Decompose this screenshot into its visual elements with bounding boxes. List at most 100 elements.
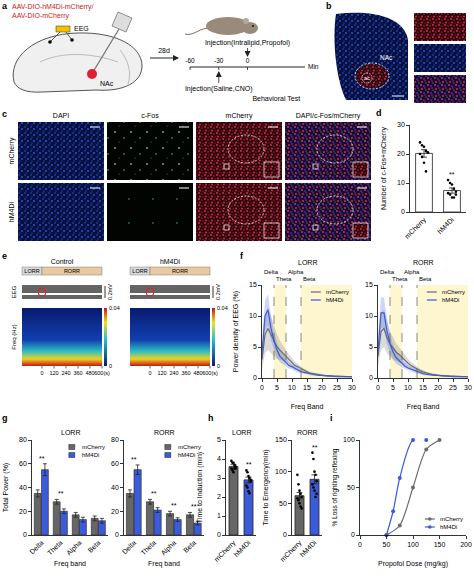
svg-text:Total Power (%): Total Power (%) — [2, 463, 10, 512]
svg-text:0.2mV: 0.2mV — [107, 284, 113, 300]
svg-text:15: 15 — [303, 384, 311, 391]
svg-text:240: 240 — [169, 370, 178, 376]
svg-text:hM4Di: hM4Di — [232, 539, 252, 559]
svg-text:Power density of EEG (%): Power density of EEG (%) — [232, 291, 240, 372]
svg-text:LORR: LORR — [132, 268, 147, 274]
svg-text:mCherry: mCherry — [213, 539, 238, 564]
svg-text:0.04: 0.04 — [109, 305, 120, 311]
svg-text:0: 0 — [401, 208, 405, 215]
svg-text:c: c — [2, 109, 7, 119]
svg-text:0: 0 — [217, 531, 221, 538]
svg-text:80: 80 — [111, 436, 119, 443]
svg-text:h: h — [208, 413, 214, 423]
svg-text:0: 0 — [283, 531, 287, 538]
svg-text:Theta: Theta — [392, 276, 408, 282]
svg-text:0: 0 — [23, 531, 27, 538]
svg-text:360: 360 — [73, 370, 82, 376]
svg-text:e: e — [2, 251, 7, 261]
svg-text:**: ** — [312, 444, 318, 451]
svg-text:0: 0 — [109, 363, 112, 369]
svg-text:0: 0 — [246, 57, 250, 64]
svg-text:**: ** — [246, 461, 252, 468]
svg-text:100: 100 — [275, 468, 287, 475]
svg-text:LORR: LORR — [61, 429, 80, 436]
svg-text:c-Fos: c-Fos — [141, 112, 159, 119]
svg-text:10: 10 — [365, 312, 373, 319]
svg-text:20: 20 — [434, 384, 442, 391]
svg-text:0: 0 — [148, 370, 151, 376]
svg-text:40: 40 — [19, 484, 27, 491]
svg-text:0: 0 — [217, 363, 220, 369]
svg-text:AAV-DIO-mCherry: AAV-DIO-mCherry — [12, 12, 70, 20]
svg-text:15: 15 — [365, 281, 373, 288]
svg-text:Beta: Beta — [419, 276, 432, 282]
svg-text:mCherry: mCherry — [178, 444, 201, 450]
svg-text:**: ** — [449, 171, 455, 178]
svg-text:0: 0 — [358, 541, 362, 548]
svg-text:Behavioral Test: Behavioral Test — [252, 95, 300, 102]
svg-text:10: 10 — [288, 384, 296, 391]
svg-text:Freq band: Freq band — [54, 560, 86, 568]
svg-text:EEG: EEG — [74, 25, 89, 32]
svg-text:RORR: RORR — [64, 268, 80, 274]
svg-text:Delta: Delta — [28, 539, 45, 556]
svg-text:3: 3 — [217, 474, 221, 481]
svg-text:Alpha: Alpha — [160, 539, 178, 557]
svg-text:Theta: Theta — [140, 539, 158, 557]
svg-text:mCherry: mCherry — [82, 444, 105, 450]
svg-text:40: 40 — [111, 484, 119, 491]
svg-text:DAPI/c-Fos/mCherry: DAPI/c-Fos/mCherry — [296, 112, 361, 120]
svg-text:20: 20 — [19, 508, 27, 515]
svg-text:2: 2 — [217, 493, 221, 500]
svg-text:g: g — [2, 413, 8, 423]
svg-text:10: 10 — [397, 179, 405, 186]
svg-text:Alpha: Alpha — [65, 539, 83, 557]
svg-text:0: 0 — [40, 370, 43, 376]
svg-text:50: 50 — [279, 500, 287, 507]
svg-text:**: ** — [151, 490, 157, 497]
svg-text:LORR: LORR — [24, 268, 39, 274]
svg-text:150: 150 — [434, 541, 446, 548]
svg-text:**: ** — [131, 456, 137, 463]
svg-text:Control: Control — [51, 258, 74, 265]
svg-text:120: 120 — [157, 370, 166, 376]
svg-text:hM4Di: hM4Di — [160, 258, 181, 265]
svg-text:600(s): 600(s) — [202, 370, 218, 376]
svg-text:0: 0 — [115, 531, 119, 538]
svg-text:i: i — [330, 413, 333, 423]
svg-text:Propofol Dose (mg/kg): Propofol Dose (mg/kg) — [378, 560, 448, 568]
svg-text:240: 240 — [61, 370, 70, 376]
svg-text:4: 4 — [217, 455, 221, 462]
svg-text:28d: 28d — [158, 47, 170, 54]
svg-text:100: 100 — [407, 541, 419, 548]
svg-text:5: 5 — [253, 343, 257, 350]
svg-text:mCherry: mCherry — [442, 289, 465, 295]
svg-text:hM4Di: hM4Di — [436, 216, 456, 236]
svg-text:30: 30 — [348, 384, 356, 391]
svg-text:Freq Band: Freq Band — [407, 403, 440, 411]
svg-text:mCherry: mCherry — [226, 112, 253, 120]
svg-text:30: 30 — [397, 121, 405, 128]
svg-text:NAc: NAc — [100, 80, 114, 87]
svg-text:RORR: RORR — [297, 429, 318, 436]
svg-text:600(s): 600(s) — [94, 370, 110, 376]
svg-text:RORR: RORR — [172, 268, 188, 274]
svg-text:25: 25 — [333, 384, 341, 391]
svg-text:RORR: RORR — [413, 259, 434, 266]
svg-text:Time to Induction (min): Time to Induction (min) — [196, 452, 204, 523]
svg-text:hM4Di: hM4Di — [440, 524, 457, 530]
svg-text:200: 200 — [460, 541, 472, 548]
svg-text:480: 480 — [193, 370, 202, 376]
svg-text:mCherry: mCherry — [440, 516, 463, 522]
svg-text:NAc: NAc — [380, 54, 393, 61]
svg-text:% Loss of righting reflexing: % Loss of righting reflexing — [331, 448, 339, 526]
svg-text:Beta: Beta — [303, 276, 316, 282]
svg-text:150: 150 — [275, 436, 287, 443]
svg-text:0: 0 — [376, 384, 380, 391]
svg-text:1: 1 — [217, 512, 221, 519]
svg-text:100: 100 — [343, 436, 355, 443]
svg-text:mCherry: mCherry — [279, 539, 304, 564]
svg-text:hM4Di: hM4Di — [442, 297, 459, 303]
svg-text:mCherry: mCherry — [403, 216, 428, 241]
svg-text:50: 50 — [383, 541, 391, 548]
